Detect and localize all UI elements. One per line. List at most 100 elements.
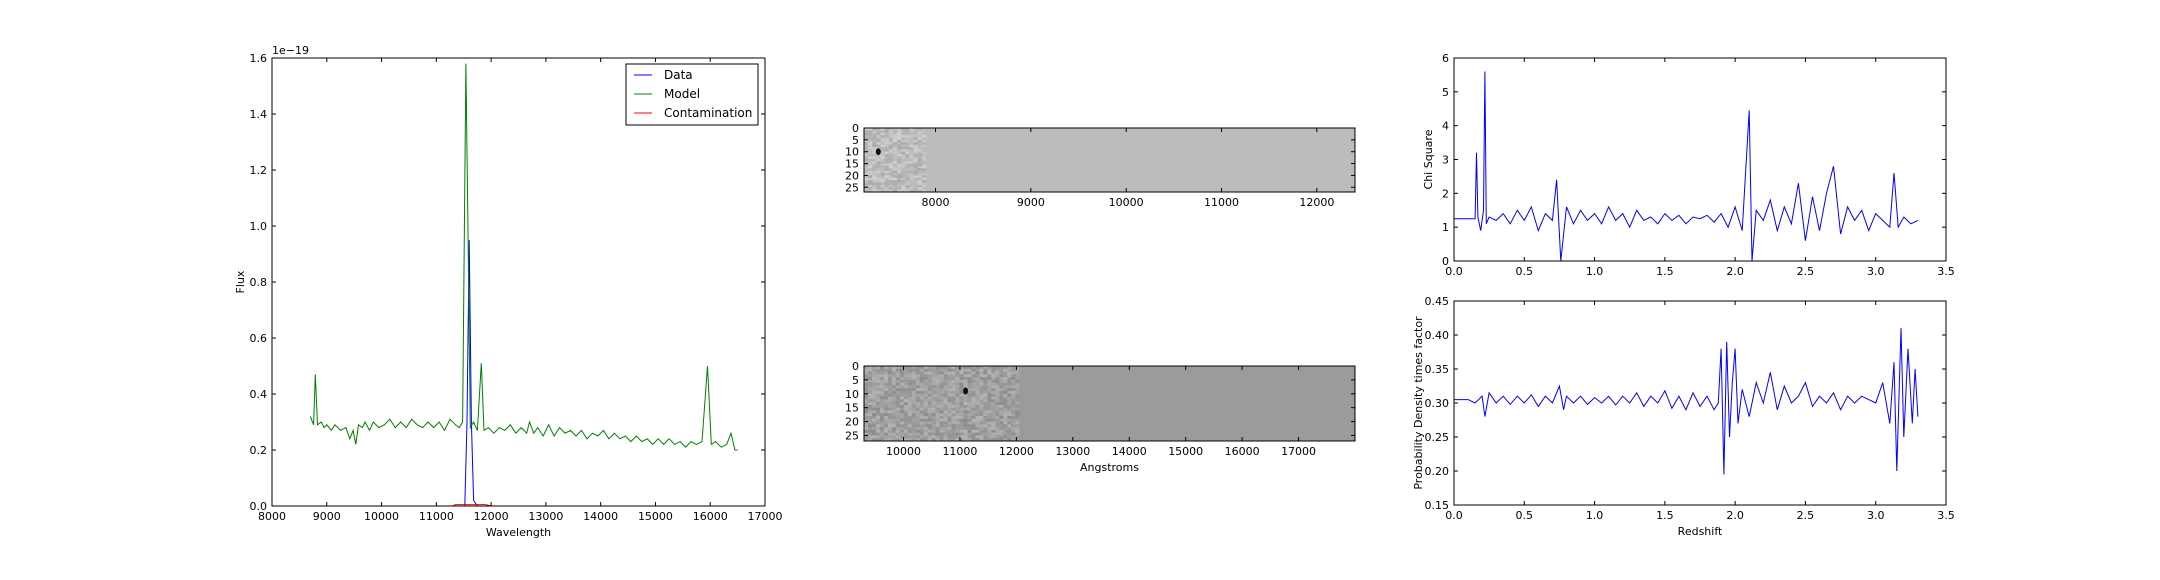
- image-pixel: [987, 388, 992, 392]
- image-pixel: [1011, 429, 1016, 433]
- image-pixel: [983, 368, 988, 372]
- image-pixel: [921, 132, 927, 136]
- image-pixel: [987, 418, 992, 422]
- image-pixel: [895, 421, 901, 425]
- image-pixel: [883, 413, 889, 417]
- image-pixel: [963, 427, 968, 431]
- image-pixel: [909, 144, 914, 148]
- image-pixel: [872, 151, 877, 155]
- image-pixel: [1007, 374, 1012, 378]
- image-pixel: [971, 413, 976, 417]
- image-pixel: [927, 404, 932, 408]
- image-pixel: [931, 388, 936, 392]
- image-pixel: [887, 413, 893, 417]
- image-pixel: [975, 413, 980, 417]
- image-pixel: [872, 147, 877, 150]
- pdf-y-tick-label: 0.30: [1425, 397, 1450, 410]
- image-pixel: [897, 154, 902, 157]
- image-pixel: [927, 377, 932, 381]
- chisq-x-tick-label: 3.0: [1867, 265, 1885, 278]
- image-pixel: [991, 366, 996, 370]
- image-pixel: [884, 132, 890, 136]
- image-pixel: [879, 388, 885, 392]
- image-pixel: [897, 163, 902, 167]
- image-pixel: [943, 418, 948, 422]
- chisq-y-tick-label: 4: [1442, 120, 1449, 133]
- image-pixel: [880, 154, 885, 157]
- image-pixel: [901, 158, 906, 162]
- image-pixel: [959, 379, 964, 383]
- image-pixel: [999, 396, 1004, 400]
- image-pixel: [943, 438, 948, 442]
- image-pixel: [931, 427, 936, 431]
- image-pixel: [991, 393, 996, 397]
- chisq-y-axis-label: Chi Square: [1422, 129, 1435, 189]
- image-lower-x-tick-label: 16000: [1225, 445, 1260, 458]
- image-pixel: [909, 139, 914, 143]
- image-pixel: [939, 391, 944, 395]
- image-pixel: [1003, 421, 1008, 425]
- image-pixel: [897, 175, 902, 179]
- image-pixel: [963, 413, 968, 417]
- image-pixel: [903, 427, 909, 431]
- image-pixel: [987, 402, 992, 406]
- image-pixel: [888, 177, 894, 181]
- image-pixel: [905, 168, 910, 171]
- image-pixel: [903, 377, 909, 381]
- image-pixel: [999, 382, 1004, 386]
- image-pixel: [879, 374, 885, 378]
- image-pixel: [963, 396, 968, 400]
- image-pixel: [891, 402, 897, 406]
- image-pixel: [872, 391, 877, 395]
- image-pixel: [1015, 421, 1020, 425]
- image-pixel: [872, 399, 877, 403]
- image-pixel: [951, 432, 956, 436]
- image-pixel: [975, 421, 980, 425]
- image-pixel: [876, 154, 881, 157]
- image-pixel: [875, 399, 881, 403]
- image-lower-x-tick-label: 10000: [886, 445, 921, 458]
- image-pixel: [901, 184, 906, 188]
- image-pixel: [895, 393, 901, 397]
- image-pixel: [915, 368, 920, 372]
- image-pixel: [971, 407, 976, 411]
- image-pixel: [911, 424, 917, 428]
- image-pixel: [888, 139, 894, 143]
- image-pixel: [872, 388, 877, 392]
- image-pixel: [868, 382, 873, 386]
- image-pixel: [875, 429, 881, 433]
- image-pixel: [999, 435, 1004, 439]
- image-pixel: [995, 427, 1000, 431]
- image-pixel: [907, 368, 913, 372]
- pdf-y-axis-label: Probability Density times factor: [1412, 316, 1425, 490]
- image-pixel: [901, 163, 906, 167]
- image-pixel: [927, 416, 932, 420]
- image-pixel: [880, 187, 885, 190]
- image-pixel: [927, 382, 932, 386]
- image-pixel: [864, 368, 869, 372]
- image-pixel: [888, 135, 894, 138]
- image-pixel: [907, 391, 913, 395]
- image-pixel: [951, 418, 956, 422]
- image-pixel: [1015, 410, 1020, 414]
- image-pixel: [917, 187, 923, 190]
- image-pixel: [884, 156, 890, 160]
- image-pixel: [1015, 382, 1020, 386]
- image-pixel: [991, 404, 996, 408]
- image-pixel: [911, 366, 917, 370]
- image-pixel: [895, 379, 901, 383]
- image-pixel: [971, 388, 976, 392]
- image-pixel: [967, 371, 972, 375]
- image-pixel: [939, 429, 944, 433]
- image-pixel: [868, 404, 873, 408]
- image-pixel: [987, 413, 992, 417]
- image-pixel: [935, 410, 940, 414]
- image-pixel: [883, 438, 889, 442]
- image-pixel: [955, 388, 960, 392]
- image-pixel: [915, 424, 920, 428]
- image-pixel: [868, 413, 873, 417]
- image-pixel: [1011, 435, 1016, 439]
- image-pixel: [917, 137, 923, 141]
- image-pixel: [897, 168, 902, 171]
